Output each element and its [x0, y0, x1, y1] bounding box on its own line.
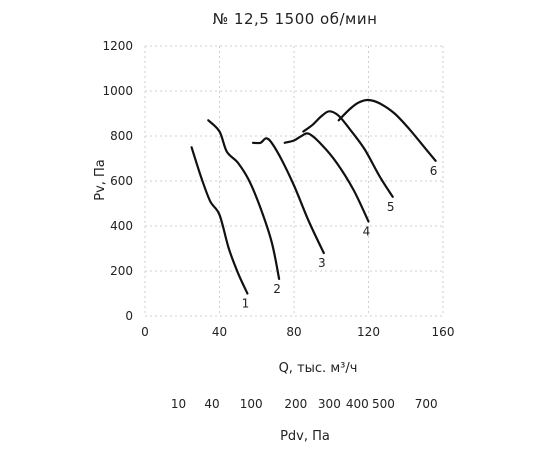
- curve-6: [337, 98, 437, 162]
- x-tick-label: 120: [357, 325, 380, 339]
- pdv-tick-label: 40: [204, 397, 219, 411]
- pdv-tick-label: 10: [171, 397, 186, 411]
- pdv-tick-label: 100: [240, 397, 263, 411]
- y-axis-label: Pv, Па: [93, 159, 108, 201]
- curve-1: [190, 146, 249, 295]
- pdv-tick-label: 400: [346, 397, 369, 411]
- curve-label-5: 5: [387, 200, 395, 214]
- pdv-tick-label: 500: [372, 397, 395, 411]
- curve-label-2: 2: [273, 282, 281, 296]
- curve-label-1: 1: [242, 297, 250, 311]
- curve-label-4: 4: [363, 225, 371, 239]
- curve-5: [302, 110, 394, 198]
- chart-title: № 12,5 1500 об/мин: [213, 10, 378, 28]
- y-tick-label: 800: [110, 129, 133, 143]
- pdv-tick-labels: 10 40 100 200 300 400 500 700: [171, 397, 438, 411]
- y-tick-label: 1000: [102, 84, 133, 98]
- curve-4: [283, 132, 370, 223]
- pdv-axis-label: Pdv, Па: [280, 429, 330, 444]
- curve-3: [251, 137, 325, 255]
- curve-labels: 1 2 3 4 5 6: [242, 164, 438, 311]
- pdv-tick-label: 300: [318, 397, 341, 411]
- curves: [190, 98, 437, 295]
- grid: [144, 45, 444, 317]
- y-tick-label: 1200: [102, 39, 133, 53]
- y-tick-labels: 0 200 400 600 800 1000 1200: [102, 39, 133, 323]
- y-tick-label: 0: [125, 309, 133, 323]
- x-axis-label: Q, тыс. м³/ч: [279, 361, 358, 376]
- curve-label-6: 6: [430, 164, 438, 178]
- y-tick-label: 200: [110, 264, 133, 278]
- curve-2: [207, 119, 281, 280]
- y-tick-label: 600: [110, 174, 133, 188]
- y-tick-label: 400: [110, 219, 133, 233]
- pdv-tick-label: 700: [415, 397, 438, 411]
- curve-label-3: 3: [318, 256, 326, 270]
- x-tick-label: 160: [432, 325, 455, 339]
- x-tick-labels: 0 40 80 120 160: [141, 325, 454, 339]
- x-tick-label: 80: [286, 325, 301, 339]
- x-tick-label: 40: [212, 325, 227, 339]
- pdv-tick-label: 200: [284, 397, 307, 411]
- x-tick-label: 0: [141, 325, 149, 339]
